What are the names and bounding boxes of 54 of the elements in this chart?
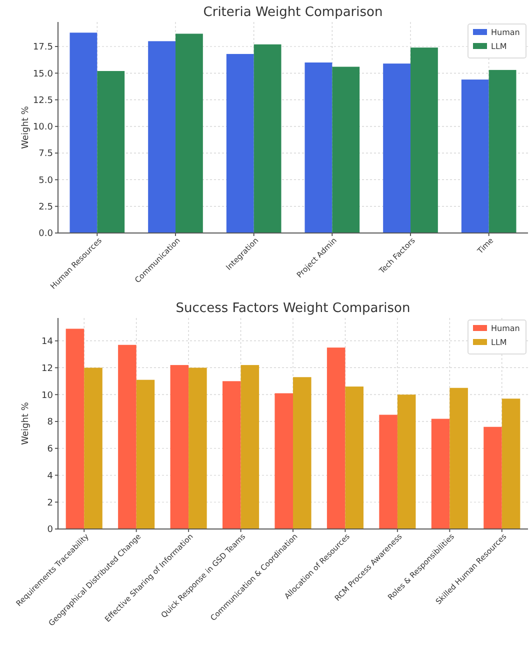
bar bbox=[136, 380, 155, 529]
bar bbox=[304, 62, 332, 233]
y-tick-label: 0 bbox=[47, 525, 54, 536]
bar bbox=[410, 48, 438, 233]
chart-title: Criteria Weight Comparison bbox=[203, 5, 383, 20]
y-tick-label: 15.0 bbox=[32, 69, 54, 80]
y-tick-label: 0.0 bbox=[38, 229, 54, 240]
bar bbox=[461, 80, 489, 233]
bar bbox=[450, 388, 468, 529]
bar bbox=[118, 344, 136, 529]
y-tick-label: 4 bbox=[47, 471, 54, 482]
bar bbox=[345, 386, 364, 529]
y-tick-label: 17.5 bbox=[32, 42, 53, 53]
y-axis-title: Weight % bbox=[21, 402, 31, 445]
bar bbox=[274, 393, 293, 529]
legend-label: Human bbox=[491, 324, 520, 333]
bar bbox=[502, 398, 520, 529]
bar bbox=[431, 418, 450, 529]
bar bbox=[170, 365, 189, 529]
bar bbox=[226, 54, 254, 233]
y-axis-title: Weight % bbox=[21, 106, 31, 149]
y-tick-label: 10.0 bbox=[32, 122, 54, 133]
bar bbox=[66, 328, 84, 529]
bar bbox=[70, 32, 98, 233]
legend-label: Human bbox=[491, 28, 520, 37]
bar bbox=[332, 66, 360, 233]
bar bbox=[488, 70, 516, 233]
y-tick-label: 8 bbox=[47, 418, 54, 428]
bar bbox=[293, 377, 312, 529]
bar bbox=[326, 348, 346, 529]
y-tick-label: 6 bbox=[47, 444, 54, 455]
bar bbox=[97, 71, 125, 233]
y-tick-label: 10 bbox=[42, 390, 54, 401]
y-tick-label: 2.5 bbox=[38, 202, 53, 213]
y-tick-label: 7.5 bbox=[38, 149, 53, 160]
bar bbox=[84, 368, 102, 529]
chart-title: Success Factors Weight Comparison bbox=[176, 301, 410, 316]
bar bbox=[254, 44, 282, 233]
bar bbox=[397, 394, 416, 529]
bar bbox=[240, 365, 260, 529]
y-tick-label: 5.0 bbox=[38, 176, 54, 186]
y-tick-label: 2 bbox=[47, 498, 53, 508]
legend-label: LLM bbox=[491, 338, 507, 347]
bar bbox=[188, 368, 207, 529]
y-tick-label: 14 bbox=[42, 336, 54, 347]
bar bbox=[484, 426, 502, 529]
bar bbox=[148, 41, 176, 233]
legend-label: LLM bbox=[491, 42, 507, 51]
bar bbox=[383, 64, 410, 233]
bar bbox=[222, 381, 241, 529]
bar bbox=[379, 414, 398, 529]
y-tick-label: 12.5 bbox=[32, 96, 53, 106]
y-tick-label: 12 bbox=[42, 364, 53, 374]
bar bbox=[176, 34, 203, 233]
